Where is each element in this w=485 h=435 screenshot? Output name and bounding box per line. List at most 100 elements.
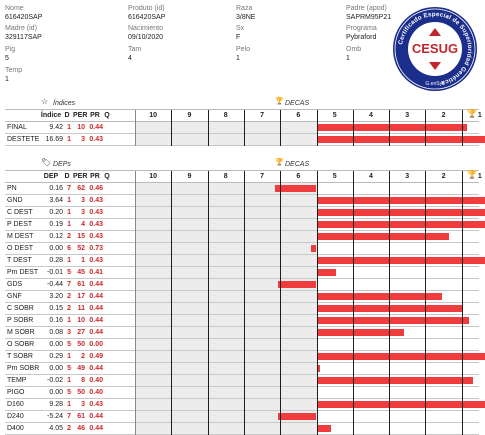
- row-per: 46: [77, 425, 85, 432]
- row-name: O SOBR: [7, 341, 35, 348]
- seal-center-text: CESUG: [412, 41, 458, 56]
- deca-header-4: 4: [368, 112, 373, 119]
- info-field-produto-id-: Produto (id) 616420SAP: [128, 4, 165, 22]
- row-per: 27: [77, 329, 85, 336]
- info-field-label: Madre (id): [5, 25, 37, 32]
- row-value: 0.19: [49, 221, 63, 228]
- row-d: 1: [67, 221, 71, 228]
- section-title: Índices: [53, 100, 76, 107]
- deca-header-8: 8: [223, 173, 228, 180]
- deca-gridline: [280, 171, 282, 435]
- deca-header-8: 8: [223, 112, 228, 119]
- dep-row: M DEST 0.12 2 15 0.43: [5, 231, 479, 243]
- deca-header-7: 7: [260, 173, 264, 180]
- row-pr: 0.44: [89, 365, 103, 372]
- row-value: -0.44: [47, 281, 63, 288]
- row-value: 0.00: [49, 365, 63, 372]
- row-name: T SOBR: [7, 353, 33, 360]
- column-header-per: PER: [73, 173, 88, 180]
- info-field-label: Nome: [5, 5, 24, 12]
- row-value: 0.29: [49, 353, 63, 360]
- decas-title: DECAS: [285, 100, 310, 107]
- row-value: 0.12: [49, 233, 63, 240]
- info-field-label: Pig: [5, 46, 16, 53]
- deca-header-4: 4: [368, 173, 373, 180]
- row-value: 0.16: [49, 317, 63, 324]
- info-field-padre-apod-: Padre (apod) SAPRM95P21: [346, 4, 391, 22]
- indices-table: ☆ Índices 🏆 DECAS Índice D PER PR Q 10 9 8 7 6 5 4 3 2 1 🏆 F…: [5, 96, 485, 148]
- row-value: 16.69: [45, 136, 63, 143]
- deca-header-3: 3: [405, 112, 410, 119]
- column-header-q: Q: [104, 173, 110, 180]
- dep-row: C DEST 0.20 1 3 0.43: [5, 207, 479, 219]
- deca-gridline: [352, 110, 354, 146]
- row-per: 61: [77, 413, 85, 420]
- row-per: 3: [81, 209, 85, 216]
- deca-bar: [316, 209, 485, 216]
- info-field-nome: Nome 616420SAP: [5, 4, 42, 22]
- row-value: -0.02: [47, 377, 63, 384]
- deca-bar: [316, 401, 485, 408]
- info-field-value: 09/10/2020: [128, 34, 164, 41]
- row-per: 2: [81, 353, 85, 360]
- deca-gridline: [243, 171, 245, 435]
- column-header-pr: PR: [90, 112, 100, 119]
- row-d: 5: [67, 341, 71, 348]
- row-d: 2: [67, 305, 71, 312]
- column-header-divider: [5, 182, 479, 183]
- row-d: 2: [67, 425, 71, 432]
- dep-row: P SOBR 0.16 1 10 0.44: [5, 315, 479, 327]
- deca-header-2: 2: [441, 112, 446, 119]
- dep-row: D400 4.05 2 46 0.44: [5, 423, 479, 435]
- deca-header-7: 7: [260, 112, 264, 119]
- row-name: D400: [7, 425, 24, 432]
- column-header-per: PER: [73, 112, 88, 119]
- row-name: C SOBR: [7, 305, 34, 312]
- row-name: DESTETE: [7, 136, 40, 143]
- row-name: PIGO: [7, 389, 25, 396]
- row-pr: 0.43: [89, 136, 103, 143]
- row-pr: 0.43: [89, 209, 103, 216]
- deca-bar: [274, 185, 317, 192]
- dep-row: PN 0.16 7 62 0.46: [5, 183, 479, 195]
- row-name: T DEST: [7, 257, 32, 264]
- row-name: FINAL: [7, 124, 27, 131]
- row-name: M SOBR: [7, 329, 35, 336]
- deca-gridline: [207, 110, 209, 146]
- info-field-value: 1: [236, 55, 240, 62]
- row-value: 9.42: [49, 124, 63, 131]
- row-pr: 0.43: [89, 221, 103, 228]
- deca-header-5: 5: [332, 173, 337, 180]
- row-name: GND: [7, 197, 23, 204]
- deca-header-5: 5: [332, 112, 337, 119]
- column-header-divider: [5, 121, 479, 122]
- row-per: 10: [77, 317, 85, 324]
- column-header-d: D: [64, 112, 70, 119]
- dep-row: C SOBR 0.15 2 11 0.44: [5, 303, 479, 315]
- deca-bar: [316, 136, 485, 143]
- row-pr: 0.40: [89, 377, 103, 384]
- row-name: M DEST: [7, 233, 34, 240]
- deca-gridline: [389, 110, 391, 146]
- deca-bar: [316, 124, 468, 131]
- deca-gridline: [389, 171, 391, 435]
- row-pr: 0.43: [89, 257, 103, 264]
- deca-gridline: [316, 110, 318, 146]
- row-name: P DEST: [7, 221, 33, 228]
- deca-gridline: [280, 110, 282, 146]
- info-field-madre-id-: Madre (id) 329117SAP: [5, 24, 42, 42]
- row-value: 0.15: [49, 305, 63, 312]
- deca-header-2: 2: [441, 173, 446, 180]
- info-field-label: Padre (apod): [346, 5, 387, 12]
- info-field-value: SAPRM95P21: [346, 14, 392, 21]
- info-field-tam: Tam 4: [128, 45, 141, 63]
- info-field-pelo: Pelo 1: [236, 45, 250, 63]
- deca-gridline: [171, 110, 173, 146]
- row-pr: 0.44: [89, 305, 103, 312]
- index-row: FINAL 9.42 1 10 0.44: [5, 122, 479, 134]
- row-d: 1: [67, 257, 71, 264]
- deca-bar: [316, 317, 469, 324]
- dep-row: M SOBR 0.08 3 27 0.44: [5, 327, 479, 339]
- row-d: 6: [67, 245, 71, 252]
- trophy-icon: 🏆: [275, 98, 284, 105]
